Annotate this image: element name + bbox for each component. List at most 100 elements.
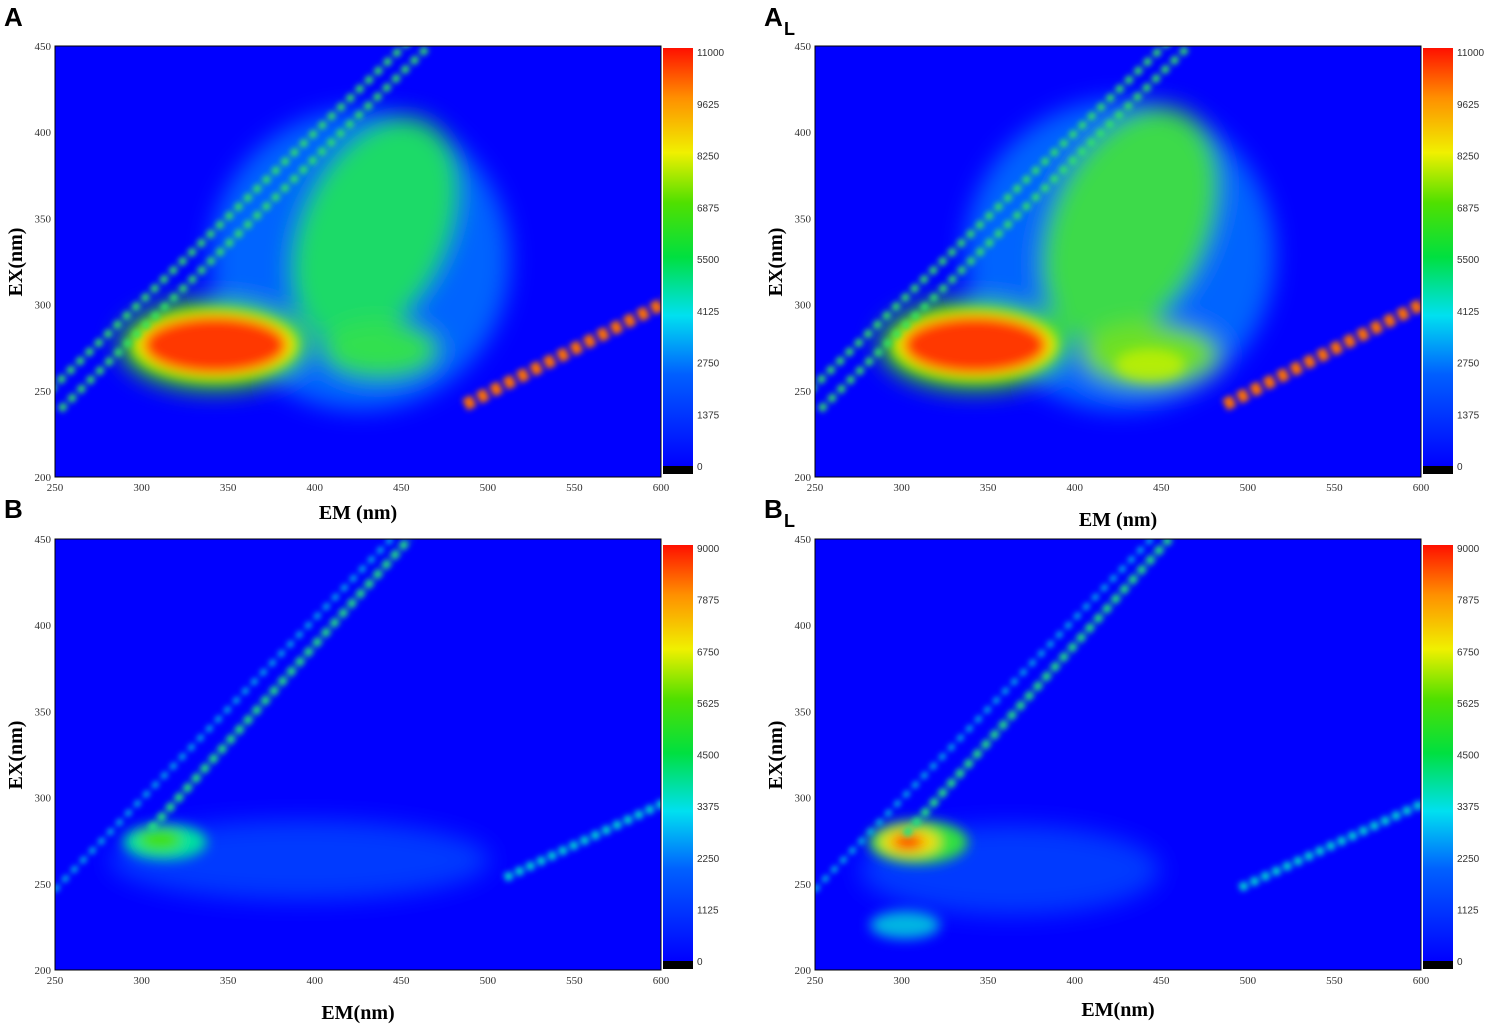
colorbar-tick-label: 0 [1457, 462, 1463, 473]
y-tick-label: 300 [795, 793, 812, 805]
y-tick-label: 350 [35, 706, 52, 718]
y-tick-label: 350 [35, 213, 52, 225]
colorbar-black-cap [663, 961, 693, 969]
y-tick-label: 450 [795, 534, 812, 546]
y-tick-label: 300 [35, 793, 52, 805]
y-axis-ticks: 200 250 300 350 400 450 [35, 41, 52, 484]
colorbar-tick-label: 5500 [1457, 255, 1480, 266]
x-tick-label: 400 [306, 975, 323, 987]
raman-scatter-line [503, 799, 661, 882]
x-tick-label: 450 [393, 482, 410, 494]
rayleigh-scatter-line-1 [55, 539, 395, 894]
x-tick-label: 300 [893, 482, 910, 494]
colorbar-tick-label: 2250 [1457, 854, 1480, 865]
colorbar [1423, 48, 1453, 466]
colorbar-ticks: 0 1125 2250 3375 4500 5625 6750 7875 9000 [1457, 544, 1480, 968]
colorbar-black-cap [1423, 961, 1453, 969]
x-tick-label: 600 [1413, 482, 1430, 494]
colorbar-tick-label: 8250 [697, 152, 720, 163]
colorbar-tick-label: 9000 [697, 544, 720, 555]
x-tick-label: 300 [893, 975, 910, 987]
fluorescence-contours [815, 46, 1421, 413]
x-axis-ticks: 250 300 350 400 450 500 550 600 [47, 482, 670, 494]
x-tick-label: 350 [220, 482, 237, 494]
y-axis-ticks: 200 250 300 350 400 450 [795, 534, 812, 977]
colorbar-tick-label: 9000 [1457, 544, 1480, 555]
colorbar-tick-label: 5625 [697, 699, 720, 710]
x-axis-title: EM(nm) [1081, 999, 1154, 1021]
y-tick-label: 250 [35, 879, 52, 891]
x-tick-label: 450 [1153, 975, 1170, 987]
fluorescence-contours [815, 539, 1421, 939]
colorbar-tick-label: 3375 [697, 802, 720, 813]
plot-frame [814, 45, 1422, 478]
x-axis-ticks: 250 300 350 400 450 500 550 600 [807, 482, 1430, 494]
colorbar-tick-label: 6875 [697, 203, 720, 214]
x-tick-label: 500 [1240, 482, 1257, 494]
plot-frame [814, 538, 1422, 971]
raman-scatter-line [462, 297, 661, 411]
colorbar [663, 48, 693, 466]
rayleigh-scatter-line-1 [815, 539, 1155, 894]
colorbar-ticks: 0 1125 2250 3375 4500 5625 6750 7875 9000 [697, 544, 720, 968]
x-axis-ticks: 250 300 350 400 450 500 550 600 [807, 975, 1430, 987]
y-tick-label: 300 [795, 300, 812, 312]
colorbar-ticks: 0 1375 2750 4125 5500 6875 8250 9625 11000 [1457, 48, 1485, 473]
y-tick-label: 200 [795, 472, 812, 484]
fluorescence-contours [55, 46, 661, 413]
rayleigh-scatter-line-2 [57, 46, 433, 413]
y-axis-title: EX(nm) [765, 721, 787, 790]
peak-region-upper [290, 116, 460, 344]
protein-peak-red [903, 316, 1047, 374]
x-tick-label: 500 [480, 482, 497, 494]
x-tick-label: 350 [980, 482, 997, 494]
colorbar-tick-label: 5500 [697, 255, 720, 266]
y-tick-label: 200 [35, 472, 52, 484]
colorbar-tick-label: 6875 [1457, 203, 1480, 214]
x-tick-label: 550 [1326, 975, 1343, 987]
protein-peak-red [892, 834, 924, 850]
x-tick-label: 350 [220, 975, 237, 987]
peak-region-upper [1040, 106, 1220, 344]
x-tick-label: 350 [980, 975, 997, 987]
y-tick-label: 250 [35, 386, 52, 398]
colorbar-tick-label: 9625 [697, 100, 720, 111]
panel-subscript: L [784, 19, 795, 39]
colorbar-black-cap [663, 466, 693, 474]
x-tick-label: 400 [306, 482, 323, 494]
x-tick-label: 600 [653, 975, 670, 987]
panel-letter: A [764, 2, 783, 32]
colorbar-tick-label: 0 [697, 957, 703, 968]
colorbar-tick-label: 9625 [1457, 100, 1480, 111]
colorbar-tick-label: 4500 [1457, 751, 1480, 762]
y-tick-label: 450 [795, 41, 812, 53]
x-axis-title: EM(nm) [321, 1002, 394, 1024]
protein-peak [138, 829, 182, 851]
colorbar-tick-label: 4500 [697, 751, 720, 762]
colorbar [1423, 545, 1453, 961]
secondary-protein-region [870, 911, 940, 939]
x-axis-ticks: 250 300 350 400 450 500 550 600 [47, 975, 670, 987]
y-tick-label: 400 [35, 620, 52, 632]
y-tick-label: 200 [795, 965, 812, 977]
y-axis-ticks: 200 250 300 350 400 450 [795, 41, 812, 484]
y-tick-label: 350 [795, 706, 812, 718]
x-tick-label: 300 [133, 482, 150, 494]
colorbar-tick-label: 8250 [1457, 152, 1480, 163]
plot-frame [54, 538, 662, 971]
colorbar-tick-label: 7875 [1457, 596, 1480, 607]
x-tick-label: 250 [807, 482, 824, 494]
colorbar-tick-label: 2750 [1457, 359, 1480, 370]
y-tick-label: 450 [35, 534, 52, 546]
fluorescence-contours [55, 539, 661, 900]
y-tick-label: 400 [795, 620, 812, 632]
x-tick-label: 400 [1066, 482, 1083, 494]
colorbar-tick-label: 5625 [1457, 699, 1480, 710]
rayleigh-scatter-line-2 [147, 539, 413, 833]
colorbar-tick-label: 1375 [697, 410, 720, 421]
colorbar-tick-label: 0 [697, 462, 703, 473]
